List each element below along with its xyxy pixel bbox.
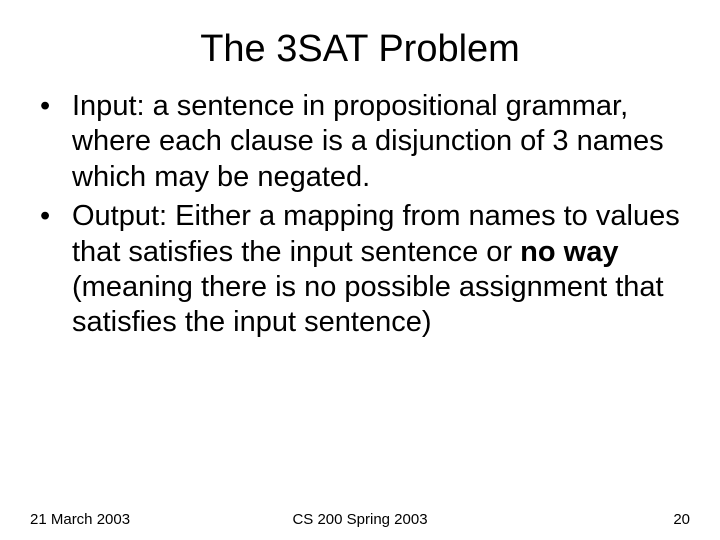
slide-container: The 3SAT Problem Input: a sentence in pr…	[0, 0, 720, 540]
footer-date: 21 March 2003	[30, 511, 130, 528]
bullet-list: Input: a sentence in propositional gramm…	[30, 89, 690, 341]
slide-body: Input: a sentence in propositional gramm…	[30, 89, 690, 490]
bullet-text-prefix: Input: a sentence in propositional gramm…	[72, 90, 664, 193]
slide-footer: 21 March 2003 CS 200 Spring 2003 20	[0, 511, 720, 528]
list-item: Input: a sentence in propositional gramm…	[30, 89, 690, 195]
slide-title: The 3SAT Problem	[30, 28, 690, 71]
bullet-text-suffix: (meaning there is no possible assignment…	[72, 271, 664, 338]
list-item: Output: Either a mapping from names to v…	[30, 199, 690, 341]
footer-page-number: 20	[673, 511, 690, 528]
bullet-text-bold: no way	[520, 236, 618, 268]
footer-course: CS 200 Spring 2003	[292, 511, 427, 528]
